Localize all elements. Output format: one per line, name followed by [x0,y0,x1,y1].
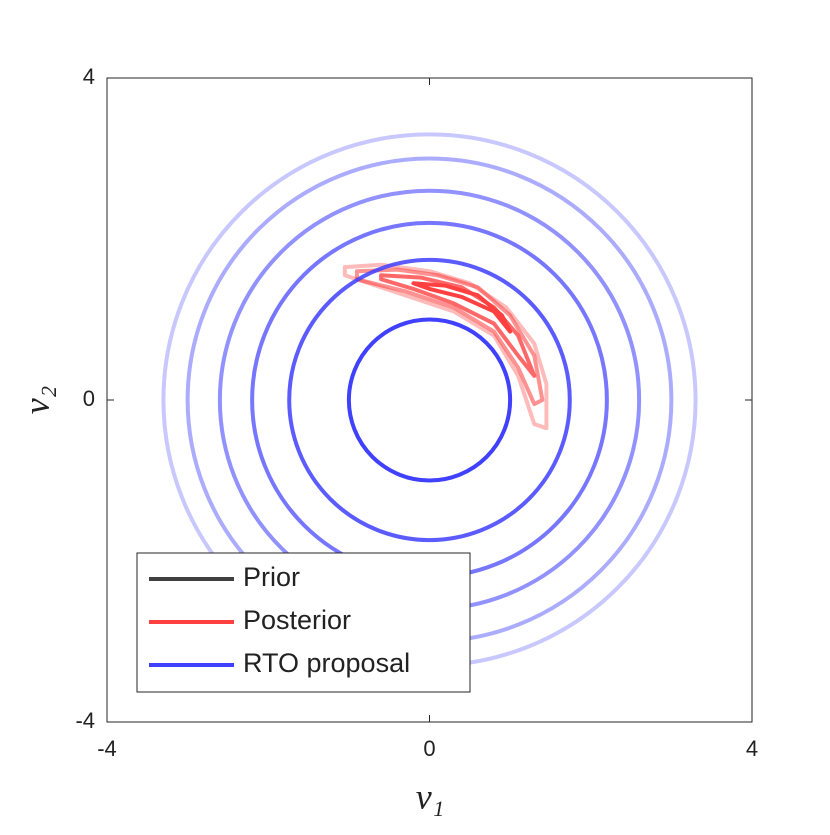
contour-ring [346,317,513,483]
contour-line [411,281,513,334]
contour-ring [217,188,642,612]
x-tick-label: 4 [746,736,758,761]
y-tick-label: -4 [75,708,95,733]
legend-label: Posterior [243,605,351,635]
y-tick-label: 4 [83,64,95,89]
legend-label: Prior [243,562,300,592]
y-tick-label: 0 [83,386,95,411]
x-axis-label: v₁ [416,776,445,816]
contour-line [354,267,545,407]
legend-label: RTO proposal [243,648,410,678]
x-tick-label: 0 [423,736,435,761]
contour-line [379,273,537,378]
contour-ring [287,257,572,543]
x-tick-label: -4 [97,736,117,761]
y-axis-label: v₂ [16,386,56,415]
